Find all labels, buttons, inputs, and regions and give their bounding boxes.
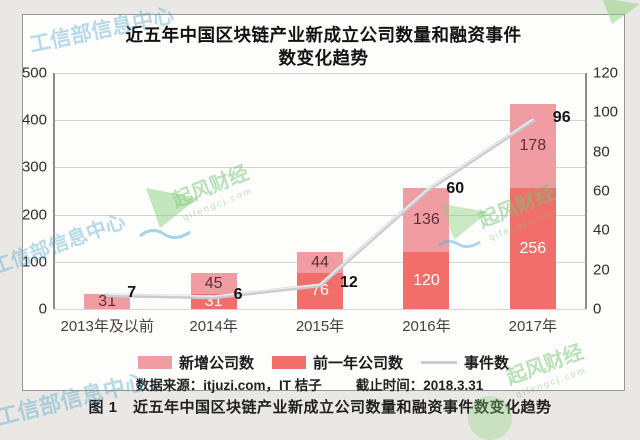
legend-swatch-new-companies <box>137 356 172 369</box>
legend-item-prev-year-companies: 前一年公司数 <box>271 352 403 373</box>
left-axis: 500 400 300 200 100 0 <box>21 65 50 318</box>
bar-label-new: 178 <box>519 137 547 155</box>
legend-label-new-companies: 新增公司数 <box>178 355 254 372</box>
bar-label-new: 45 <box>204 274 223 292</box>
left-axis-tick-label: 100 <box>21 253 47 271</box>
bar-segment-prev-year <box>297 273 343 309</box>
legend-swatch-prev-year-companies <box>271 356 306 369</box>
legend-label-prev-year-companies: 前一年公司数 <box>312 355 403 372</box>
left-axis-tick-label: 500 <box>21 64 47 82</box>
left-axis-tick-label: 0 <box>38 300 47 318</box>
bar-segment-new <box>509 104 556 189</box>
bar-segment-new <box>84 294 131 309</box>
line-point-label: 96 <box>552 109 571 127</box>
right-axis: 120 100 80 60 40 20 0 <box>589 65 625 318</box>
x-axis-tick-label: 2016年 <box>402 318 451 335</box>
x-axis-tick-label: 2015年 <box>295 318 345 335</box>
right-axis-tick-label: 100 <box>593 103 619 121</box>
bar-label-prev-year: 256 <box>519 239 547 257</box>
left-axis-tick-label: 400 <box>21 111 47 129</box>
right-axis-line <box>585 73 587 309</box>
line-point-label: 12 <box>340 274 358 292</box>
left-axis-tick-label: 300 <box>21 158 47 176</box>
grid-line <box>54 73 586 74</box>
bar-label-prev-year: 120 <box>413 271 440 289</box>
right-axis-tick-label: 120 <box>593 64 619 82</box>
chart-title-line1: 近五年中国区块链产业新成立公司数量和融资事件 <box>125 25 522 45</box>
legend-item-new-companies: 新增公司数 <box>137 352 254 373</box>
right-axis-tick-label: 40 <box>593 221 610 239</box>
grid-line <box>54 167 586 169</box>
legend-swatch-events-line <box>421 361 457 364</box>
line-point-label: 7 <box>127 284 137 302</box>
line-point-label: 60 <box>446 180 465 197</box>
line-point-label: 6 <box>233 286 243 304</box>
bar-label-new: 136 <box>413 211 440 229</box>
grid-line <box>54 120 586 122</box>
right-axis-tick-label: 20 <box>593 261 610 279</box>
x-axis-tick-label: 2017年 <box>508 318 557 335</box>
legend-label-events: 事件数 <box>464 355 510 372</box>
right-axis-tick-label: 60 <box>593 182 610 200</box>
legend-item-events: 事件数 <box>421 352 509 373</box>
x-axis-tick-label: 2014年 <box>189 318 238 335</box>
legend: 新增公司数 前一年公司数 事件数 <box>23 352 624 373</box>
bar-label-new: 44 <box>311 253 329 271</box>
bar-segment-new <box>190 273 237 295</box>
figure-caption: 图 1 近五年中国区块链产业新成立公司数量和融资事件数变化趋势 <box>88 399 552 416</box>
source-row: 数据来源：itjuzi.com，IT 桔子 截止时间：2018.3.31 <box>9 374 610 394</box>
events-trend-line <box>105 118 535 300</box>
x-axis-labels: 2013年及以前 2014年 2015年 2016年 2017年 <box>54 315 586 335</box>
left-axis-line <box>53 73 55 309</box>
chart-title: 近五年中国区块链产业新成立公司数量和融资事件 数变化趋势 <box>23 24 624 70</box>
chart-title-line2: 数变化趋势 <box>278 48 369 69</box>
bar-segment-prev-year <box>509 188 556 309</box>
x-axis-tick-label: 2013年及以前 <box>60 318 154 335</box>
grid-line <box>54 309 586 310</box>
bar-segment-prev-year <box>403 252 450 309</box>
grid-line <box>54 214 586 216</box>
bar-segment-new <box>297 252 343 274</box>
left-axis-tick-label: 200 <box>21 206 47 224</box>
data-source-text: 数据来源：itjuzi.com，IT 桔子 <box>135 378 322 393</box>
right-axis-tick-label: 0 <box>593 300 602 318</box>
right-axis-tick-label: 80 <box>593 143 610 161</box>
chart-plot-area: 31 31 45 76 44 120 136 256 178 7 6 12 60 96 <box>53 73 587 310</box>
chart-panel: 近五年中国区块链产业新成立公司数量和融资事件 数变化趋势 500 400 300 20… <box>21 14 625 393</box>
cutoff-date-text: 截止时间：2018.3.31 <box>355 378 484 393</box>
